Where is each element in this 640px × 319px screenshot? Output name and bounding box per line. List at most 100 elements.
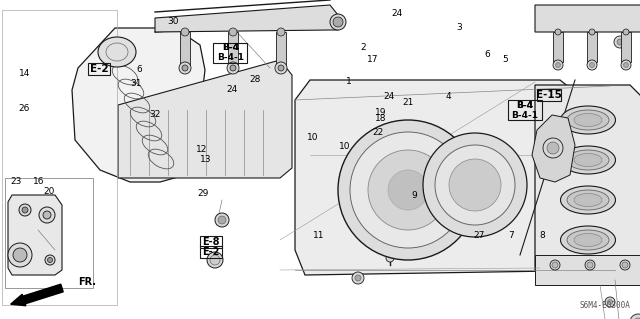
Circle shape	[386, 254, 394, 262]
Circle shape	[423, 133, 527, 237]
Circle shape	[555, 29, 561, 35]
Text: 4: 4	[445, 92, 451, 101]
Circle shape	[589, 63, 595, 68]
Polygon shape	[621, 32, 631, 62]
Ellipse shape	[567, 230, 609, 250]
Circle shape	[630, 314, 640, 319]
Ellipse shape	[561, 146, 616, 174]
Text: E-2: E-2	[202, 247, 220, 257]
Circle shape	[620, 260, 630, 270]
Polygon shape	[535, 85, 640, 270]
Text: 7: 7	[508, 231, 513, 240]
Circle shape	[553, 60, 563, 70]
Circle shape	[338, 120, 478, 260]
Ellipse shape	[574, 194, 602, 206]
Circle shape	[622, 262, 628, 268]
Circle shape	[45, 255, 55, 265]
Circle shape	[368, 150, 448, 230]
Text: 23: 23	[10, 177, 22, 186]
Circle shape	[215, 213, 229, 227]
Polygon shape	[295, 80, 615, 275]
Text: 31: 31	[130, 79, 141, 88]
Text: 16: 16	[33, 177, 44, 186]
Text: 6: 6	[137, 65, 142, 74]
Circle shape	[352, 272, 364, 284]
Text: 2: 2	[361, 43, 366, 52]
Text: 27: 27	[473, 231, 484, 240]
Ellipse shape	[567, 110, 609, 130]
Circle shape	[218, 216, 226, 224]
Circle shape	[330, 14, 346, 30]
Text: 29: 29	[198, 189, 209, 198]
Circle shape	[278, 65, 284, 71]
Text: 21: 21	[403, 98, 414, 107]
Circle shape	[388, 170, 428, 210]
Text: 5: 5	[503, 56, 508, 64]
Bar	[508, 100, 542, 120]
Text: 24: 24	[383, 92, 395, 101]
Text: E-15: E-15	[536, 90, 562, 100]
Circle shape	[552, 262, 558, 268]
Ellipse shape	[574, 114, 602, 127]
Bar	[2, 10, 117, 305]
Text: 11: 11	[313, 231, 324, 240]
Ellipse shape	[561, 226, 616, 254]
Circle shape	[634, 318, 640, 319]
Text: 28: 28	[249, 75, 260, 84]
Circle shape	[277, 28, 285, 36]
Text: 26: 26	[19, 104, 30, 113]
Text: 8: 8	[540, 231, 545, 240]
Circle shape	[617, 39, 623, 45]
Text: B-4: B-4	[222, 43, 239, 52]
Ellipse shape	[561, 186, 616, 214]
Circle shape	[230, 65, 236, 71]
Text: B-4: B-4	[516, 101, 533, 110]
Circle shape	[181, 28, 189, 36]
Polygon shape	[155, 5, 338, 32]
Polygon shape	[180, 32, 190, 65]
Text: 6: 6	[485, 50, 490, 59]
Polygon shape	[553, 32, 563, 62]
Ellipse shape	[98, 37, 136, 67]
Text: 22: 22	[372, 128, 383, 137]
Circle shape	[550, 260, 560, 270]
Circle shape	[587, 262, 593, 268]
Text: 1: 1	[346, 77, 351, 86]
Ellipse shape	[574, 153, 602, 167]
Text: 20: 20	[44, 187, 55, 196]
Bar	[88, 63, 110, 75]
Circle shape	[605, 297, 615, 307]
Circle shape	[621, 60, 631, 70]
Text: 9: 9	[412, 191, 417, 200]
Circle shape	[449, 159, 501, 211]
Circle shape	[623, 63, 628, 68]
Circle shape	[43, 211, 51, 219]
Polygon shape	[532, 115, 575, 182]
Circle shape	[547, 142, 559, 154]
Circle shape	[210, 255, 220, 265]
Text: B-4-1: B-4-1	[511, 111, 538, 120]
Circle shape	[39, 207, 55, 223]
Circle shape	[227, 62, 239, 74]
Text: B-4-1: B-4-1	[217, 53, 244, 62]
Bar	[537, 89, 561, 101]
Circle shape	[19, 204, 31, 216]
Text: S6M4-E0300A: S6M4-E0300A	[579, 300, 630, 309]
Circle shape	[585, 260, 595, 270]
Circle shape	[179, 62, 191, 74]
Ellipse shape	[574, 234, 602, 247]
Text: 24: 24	[391, 9, 403, 18]
Circle shape	[543, 138, 563, 158]
Circle shape	[355, 275, 361, 281]
Bar	[200, 246, 222, 258]
Circle shape	[8, 243, 32, 267]
Text: 13: 13	[200, 155, 212, 164]
Polygon shape	[228, 32, 238, 65]
Text: 3: 3	[457, 23, 462, 32]
Circle shape	[614, 36, 626, 48]
Bar	[200, 236, 222, 248]
Text: 24: 24	[226, 85, 237, 94]
Text: 10: 10	[339, 142, 350, 151]
Text: FR.: FR.	[78, 277, 96, 287]
Circle shape	[435, 145, 515, 225]
